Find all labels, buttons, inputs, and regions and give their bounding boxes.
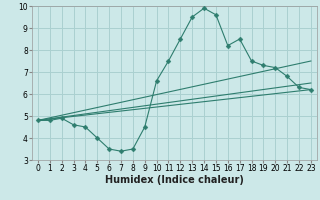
X-axis label: Humidex (Indice chaleur): Humidex (Indice chaleur) — [105, 175, 244, 185]
